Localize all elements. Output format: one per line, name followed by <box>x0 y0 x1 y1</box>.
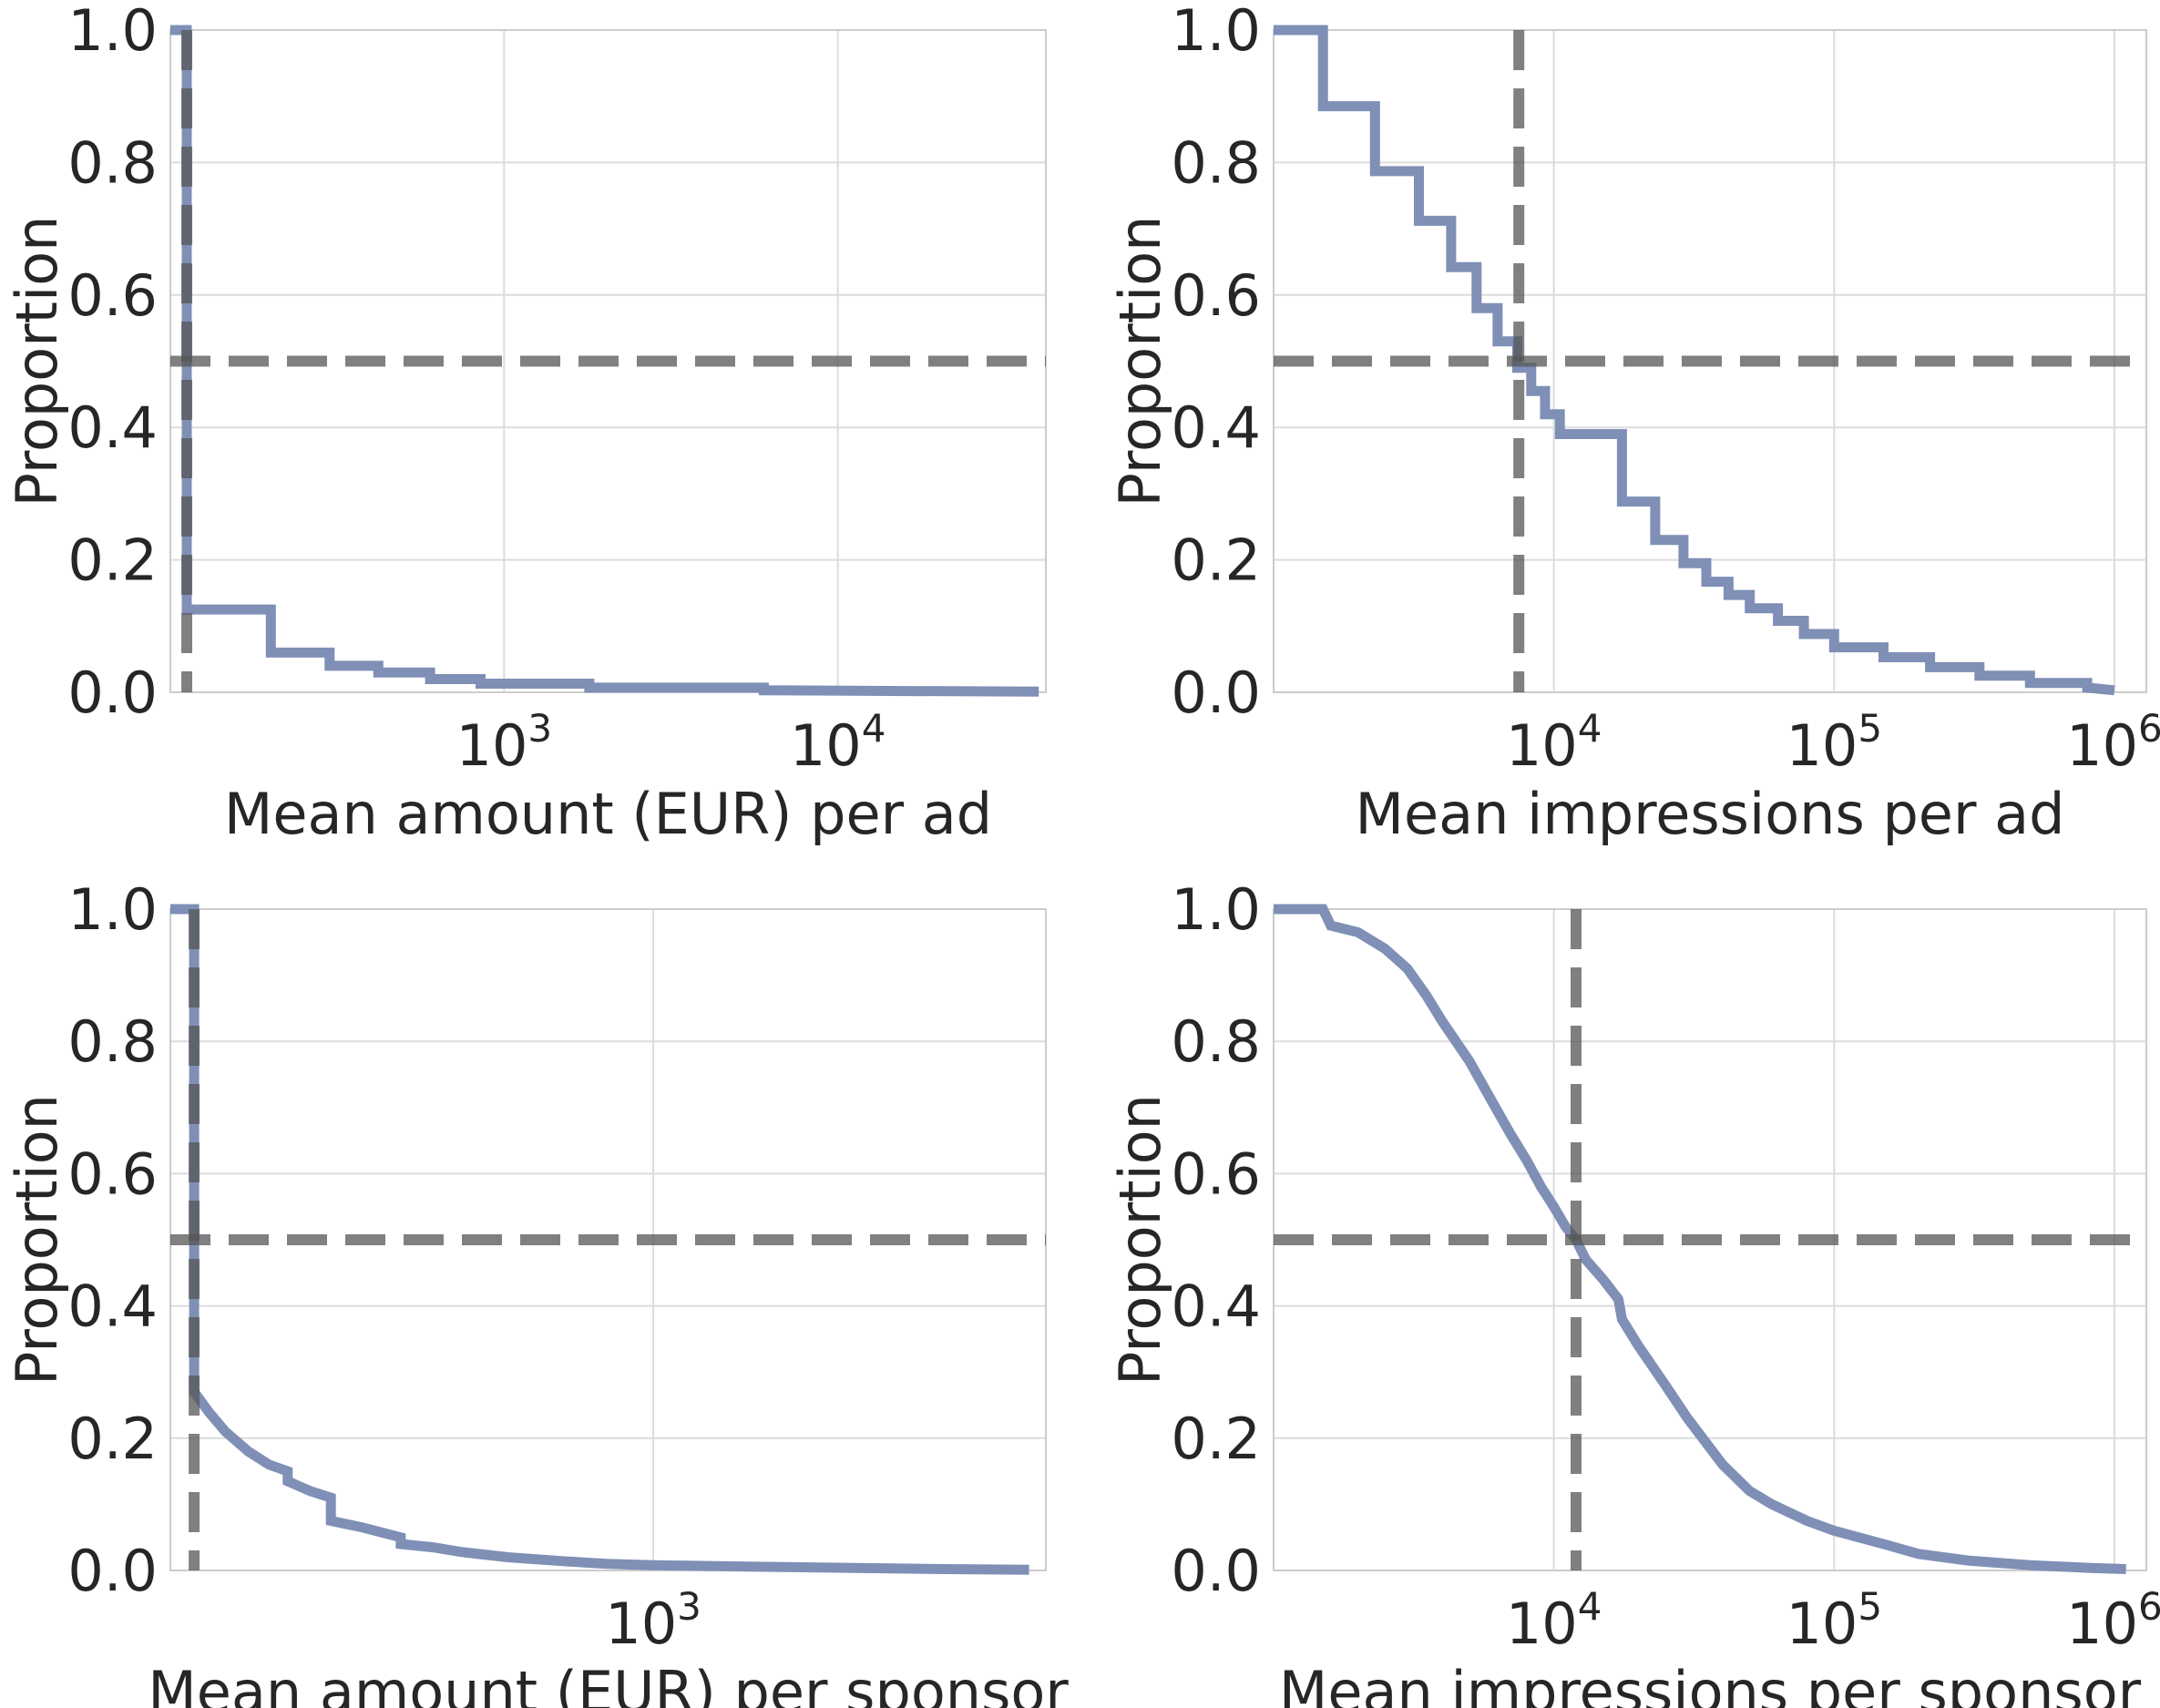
ccdf-line <box>1274 25 2115 696</box>
x-axis-label: Mean impressions per sponsor <box>1279 1659 2142 1708</box>
y-tick-label: 0.0 <box>1171 1538 1261 1604</box>
y-tick-label: 0.8 <box>1171 1008 1261 1075</box>
y-tick-label: 0.8 <box>67 1008 158 1075</box>
y-tick-label: 0.2 <box>1171 527 1261 594</box>
y-tick-label: 1.0 <box>67 876 158 943</box>
y-tick-label: 0.4 <box>67 1273 158 1340</box>
y-tick-label: 0.0 <box>1171 660 1261 726</box>
x-tick-label: 105 <box>1786 706 1882 779</box>
y-tick-label: 0.0 <box>67 1538 158 1604</box>
ccdf-line <box>170 25 1039 697</box>
y-tick-label: 0.6 <box>67 262 158 329</box>
y-tick-label: 0.2 <box>67 1406 158 1472</box>
x-tick-label: 106 <box>2066 706 2160 779</box>
y-tick-label: 0.4 <box>67 394 158 461</box>
y-tick-label: 1.0 <box>67 0 158 64</box>
x-axis-label: Mean amount (EUR) per sponsor <box>148 1659 1069 1708</box>
y-tick-label: 0.2 <box>1171 1406 1261 1472</box>
y-tick-label: 0.8 <box>1171 129 1261 196</box>
y-tick-label: 0.6 <box>1171 262 1261 329</box>
y-tick-label: 1.0 <box>1171 876 1261 943</box>
ccdf-line <box>170 904 1029 1575</box>
x-tick-label: 104 <box>790 706 886 779</box>
y-axis-label: Proportion <box>4 1094 70 1386</box>
x-tick-label: 105 <box>1786 1584 1882 1657</box>
y-tick-label: 1.0 <box>1171 0 1261 64</box>
x-axis-label: Mean impressions per ad <box>1356 781 2065 847</box>
y-axis-label: Proportion <box>1107 216 1173 507</box>
y-tick-label: 0.4 <box>1171 394 1261 461</box>
x-tick-label: 103 <box>605 1584 701 1657</box>
y-axis-label: Proportion <box>4 216 70 507</box>
y-axis-label: Proportion <box>1107 1094 1173 1386</box>
y-tick-label: 0.6 <box>67 1140 158 1207</box>
y-tick-label: 0.4 <box>1171 1273 1261 1340</box>
x-tick-label: 104 <box>1506 1584 1602 1657</box>
ccdf-line <box>1274 904 2126 1574</box>
y-tick-label: 0.2 <box>67 527 158 594</box>
x-axis-label: Mean amount (EUR) per ad <box>224 781 992 847</box>
y-tick-label: 0.8 <box>67 129 158 196</box>
x-tick-label: 103 <box>456 706 553 779</box>
y-tick-label: 0.0 <box>67 660 158 726</box>
y-tick-label: 0.6 <box>1171 1140 1261 1207</box>
x-tick-label: 104 <box>1506 706 1602 779</box>
x-tick-label: 106 <box>2066 1584 2160 1657</box>
